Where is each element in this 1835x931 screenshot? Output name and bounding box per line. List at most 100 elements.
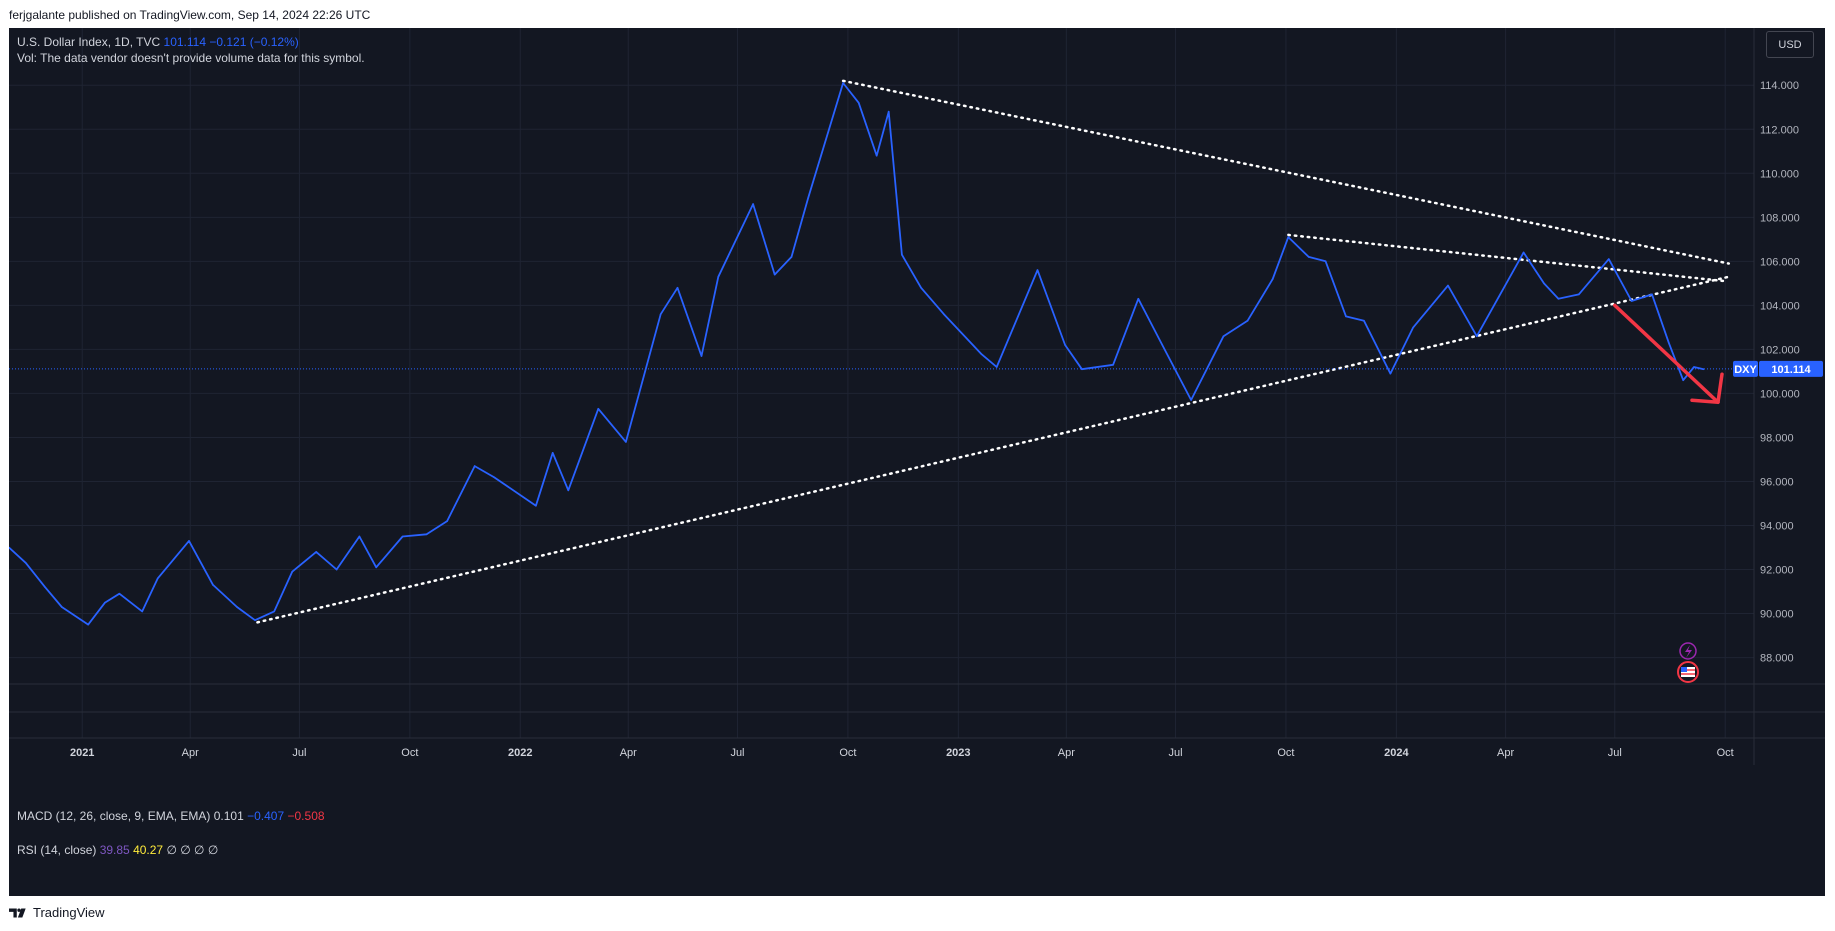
- macd-legend[interactable]: MACD (12, 26, close, 9, EMA, EMA) 0.101 …: [17, 809, 325, 823]
- y-tick-label: 98.000: [1760, 432, 1794, 444]
- y-tick-label: 92.000: [1760, 565, 1794, 577]
- macd-value-macd: −0.407: [247, 809, 285, 823]
- arrow-annotation: [1613, 303, 1724, 404]
- y-tick-label: 104.000: [1760, 300, 1800, 312]
- last-price-tag: [1759, 360, 1823, 377]
- publisher-line: ferjgalante published on TradingView.com…: [9, 8, 371, 22]
- price-point: [1577, 293, 1580, 296]
- price-point: [273, 610, 276, 613]
- price-point: [1064, 344, 1066, 346]
- price-point: [717, 275, 720, 278]
- chart-frame[interactable]: DXY 101.114 88.000 90.000 92.000 94.000 96.00…: [9, 28, 1825, 896]
- price-line-layer: [9, 82, 1705, 626]
- x-tick-label: Oct: [839, 747, 856, 759]
- price-point: [1412, 326, 1414, 329]
- price-point: [401, 535, 404, 538]
- price-point: [535, 504, 537, 507]
- price-point: [1447, 284, 1449, 287]
- rsi-legend[interactable]: RSI (14, close) 39.85 40.27 ∅ ∅ ∅ ∅: [17, 843, 218, 857]
- y-tick-label: 96.000: [1760, 476, 1794, 488]
- flag-canton: [1681, 667, 1687, 672]
- price-axis: 88.000 90.000 92.000 94.000 96.000 98.000 100.…: [1760, 80, 1800, 664]
- rsi-ma-value: 40.27: [133, 843, 164, 857]
- y-tick-label: 110.000: [1760, 168, 1799, 180]
- price-point: [1036, 269, 1039, 271]
- publish-header: ferjgalante published on TradingView.com…: [0, 0, 1835, 28]
- trendline: [841, 79, 1731, 265]
- flag-icon: [1681, 667, 1695, 677]
- x-tick-label: Apr: [182, 747, 199, 759]
- macd-value-histogram: 0.101: [213, 809, 244, 823]
- price-point: [493, 476, 495, 478]
- tradingview-brand: TradingView: [33, 905, 105, 920]
- x-tick-label: 2024: [1384, 747, 1409, 759]
- price-point: [995, 366, 998, 368]
- price-point: [1271, 278, 1274, 280]
- symbol-legend[interactable]: U.S. Dollar Index, 1D, TVC 101.114 −0.12…: [17, 35, 299, 49]
- price-point: [44, 586, 46, 588]
- x-tick-label: Oct: [401, 747, 418, 759]
- y-tick-label: 102.000: [1760, 344, 1800, 356]
- symbol-tag-label: DXY: [1734, 364, 1757, 376]
- price-point: [1651, 293, 1653, 296]
- price-point: [446, 520, 448, 522]
- price-point: [212, 584, 214, 586]
- price-point: [1702, 368, 1705, 371]
- price-point: [1287, 236, 1290, 238]
- x-tick-label: 2023: [946, 747, 970, 759]
- price-line: [9, 82, 1704, 626]
- price-point: [943, 313, 945, 315]
- price-point: [875, 154, 878, 157]
- price-point: [1307, 256, 1310, 258]
- rsi-label: RSI (14, close): [17, 843, 97, 857]
- legend-change: −0.121 (−0.12%): [209, 35, 299, 49]
- price-point: [659, 313, 662, 315]
- price-chart[interactable]: DXY 101.114 88.000 90.000 92.000 94.000 96.00…: [9, 28, 1825, 896]
- price-point: [1557, 297, 1560, 300]
- trendline: [256, 275, 1731, 624]
- y-tick-label: 94.000: [1760, 521, 1794, 533]
- x-tick-label: Jul: [292, 747, 306, 759]
- price-point: [1246, 319, 1249, 322]
- y-tick-label: 106.000: [1760, 256, 1800, 268]
- y-tick-label: 100.000: [1760, 388, 1800, 400]
- price-point: [1682, 379, 1684, 382]
- price-point: [87, 623, 90, 626]
- tradingview-logo[interactable]: TradingView: [9, 905, 105, 920]
- x-tick-label: Apr: [1497, 747, 1514, 759]
- x-tick-label: Jul: [730, 747, 744, 759]
- price-point: [61, 606, 63, 608]
- price-point: [254, 619, 256, 621]
- x-tick-label: Jul: [1169, 747, 1183, 759]
- price-point: [980, 352, 982, 355]
- price-point: [9, 546, 10, 549]
- price-point: [901, 253, 903, 256]
- price-point: [567, 489, 570, 492]
- x-tick-label: Oct: [1717, 747, 1734, 759]
- last-price-label: 101.114: [1771, 364, 1811, 376]
- x-tick-label: 2022: [508, 747, 532, 759]
- trendline: [1287, 233, 1727, 283]
- lightning-icon: [1685, 645, 1692, 658]
- price-point: [1630, 300, 1633, 302]
- flag-icon-ring: [1677, 661, 1699, 683]
- rsi-value: 39.85: [99, 843, 130, 857]
- price-point: [807, 196, 810, 199]
- price-point: [597, 408, 600, 410]
- price-point: [1363, 319, 1365, 322]
- price-point: [1607, 258, 1610, 260]
- price-point: [920, 286, 922, 289]
- price-point: [1693, 366, 1695, 368]
- grid: [9, 28, 1754, 738]
- currency-button[interactable]: USD: [1766, 31, 1814, 58]
- price-point: [473, 465, 476, 467]
- time-axis: 2021 Apr Jul Oct 2022 Apr Jul Oct 2023 Apr Jul Oct 2…: [70, 747, 1734, 759]
- legend-price: 101.114: [163, 35, 207, 49]
- price-point: [118, 592, 121, 595]
- price-point: [236, 606, 238, 608]
- price-point: [315, 551, 318, 553]
- y-tick-label: 112.000: [1760, 124, 1799, 136]
- y-tick-label: 108.000: [1760, 212, 1800, 224]
- rsi-empty-values: ∅ ∅ ∅ ∅: [166, 843, 219, 857]
- price-point: [1222, 335, 1225, 337]
